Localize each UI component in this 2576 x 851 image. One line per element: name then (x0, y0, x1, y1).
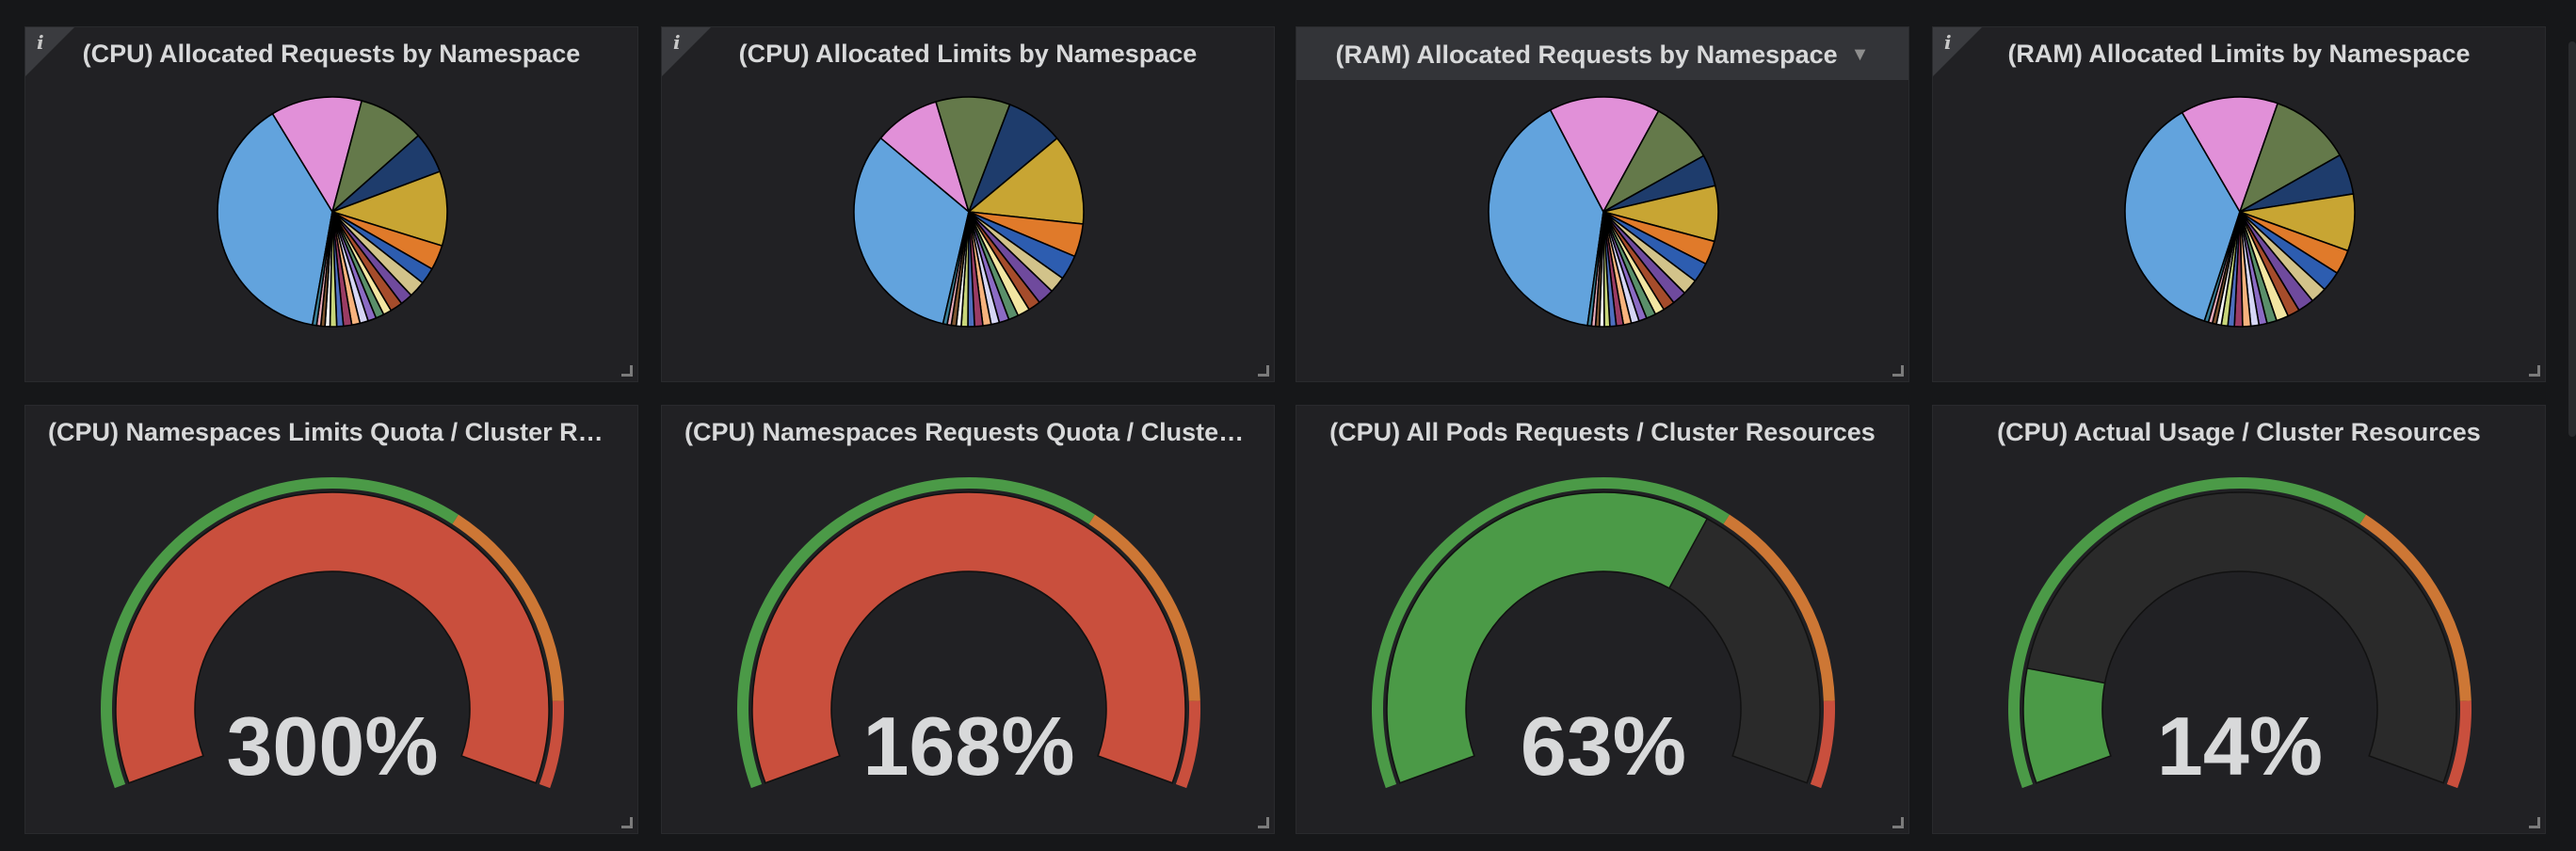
threshold-band (539, 700, 564, 789)
pie-slice[interactable] (1488, 109, 1604, 327)
resize-handle[interactable] (2529, 365, 2540, 377)
gauge-value-text: 14% (2157, 699, 2323, 793)
gauge-chart: 300% (101, 477, 564, 793)
gauge-chart: 63% (1372, 477, 1835, 793)
gauge-chart: 14% (2008, 477, 2471, 793)
pie-slice[interactable] (312, 211, 333, 327)
pie-slice[interactable] (935, 96, 1011, 213)
pie-slice[interactable] (2181, 96, 2278, 213)
info-icon[interactable]: i (37, 31, 44, 54)
pie-slice[interactable] (2239, 103, 2341, 213)
panel-cpu-ns-limits-quota[interactable]: (CPU) Namespaces Limits Quota / Cluster … (24, 405, 638, 834)
info-icon[interactable]: i (673, 31, 681, 54)
resize-handle[interactable] (1258, 365, 1269, 377)
gauge-value-text: 63% (1521, 699, 1686, 793)
scrollbar[interactable] (2568, 41, 2576, 437)
threshold-band (101, 477, 459, 789)
info-corner[interactable] (1933, 27, 1982, 76)
gauge-value-arc (2022, 667, 2112, 784)
pie-slice[interactable] (942, 211, 970, 326)
info-corner[interactable] (662, 27, 711, 76)
pie-slice[interactable] (2124, 111, 2241, 322)
pie-slice[interactable] (2203, 211, 2241, 324)
resize-handle[interactable] (621, 817, 633, 828)
chevron-down-icon[interactable]: ▼ (1850, 44, 1870, 65)
gauge-value-text: 300% (226, 699, 438, 793)
gauge-value-arc (1386, 491, 1709, 784)
resize-handle[interactable] (2529, 817, 2540, 828)
panel-cpu-allocated-limits[interactable]: i (CPU) Allocated Limits by Namespace (661, 26, 1275, 382)
gauge-chart: 168% (737, 477, 1200, 793)
pie-chart (217, 96, 448, 328)
threshold-band (452, 514, 564, 701)
threshold-band (1175, 700, 1200, 789)
info-icon[interactable]: i (1944, 31, 1952, 54)
panel-title[interactable]: (RAM) Allocated Requests by Namespace ▼ (1296, 27, 1908, 80)
pie-chart (2124, 96, 2356, 328)
threshold-band (1088, 514, 1200, 701)
pie-slice[interactable] (853, 136, 970, 325)
threshold-band (2446, 700, 2471, 789)
gauge-track (2022, 491, 2457, 784)
resize-handle[interactable] (1892, 365, 1904, 377)
resize-handle[interactable] (621, 365, 633, 377)
panel-cpu-ns-requests-quota[interactable]: (CPU) Namespaces Requests Quota / Cluste… (661, 405, 1275, 834)
threshold-band (1372, 477, 1730, 789)
resize-handle[interactable] (1892, 817, 1904, 828)
panel-ram-allocated-limits[interactable]: i (RAM) Allocated Limits by Namespace (1932, 26, 2546, 382)
panel-cpu-actual-usage[interactable]: (CPU) Actual Usage / Cluster Resources 1… (1932, 405, 2546, 834)
pie-slice[interactable] (968, 137, 1085, 225)
threshold-band (2359, 514, 2471, 701)
pie-slice[interactable] (217, 113, 333, 326)
gauge-value-text: 168% (862, 699, 1074, 793)
pie-slice[interactable] (1549, 96, 1660, 213)
info-corner[interactable] (25, 27, 74, 76)
pie-slice[interactable] (1586, 211, 1604, 328)
threshold-band (1810, 700, 1835, 789)
panel-ram-allocated-requests[interactable]: i (RAM) Allocated Requests by Namespace▼ (1296, 26, 1909, 382)
threshold-band (1723, 514, 1835, 701)
pie-chart (853, 96, 1085, 328)
pie-chart (1488, 96, 1719, 328)
threshold-band (2008, 477, 2366, 789)
gauge-value-arc (751, 491, 1186, 784)
pie-slice[interactable] (331, 170, 448, 247)
panel-cpu-allocated-requests[interactable]: i (CPU) Allocated Requests by Namespace (24, 26, 638, 382)
threshold-band (737, 477, 1095, 789)
panel-cpu-pods-requests[interactable]: (CPU) All Pods Requests / Cluster Resour… (1296, 405, 1909, 834)
resize-handle[interactable] (1258, 817, 1269, 828)
gauge-value-arc (115, 491, 550, 784)
